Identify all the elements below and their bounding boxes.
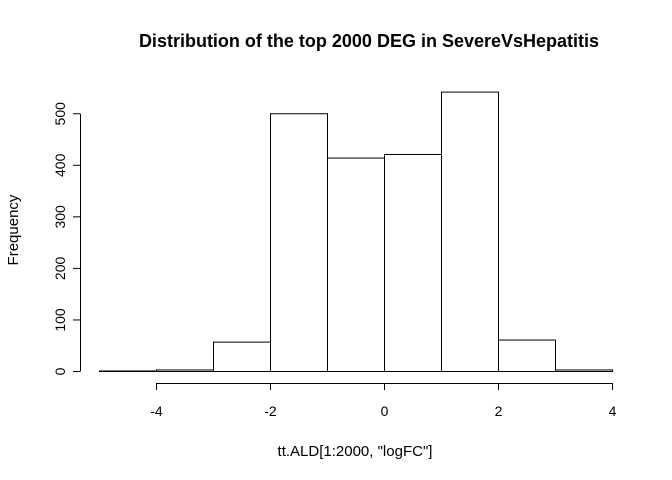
histogram-bar [156, 369, 214, 372]
histogram-bar [213, 341, 271, 372]
histogram-bar [99, 370, 157, 372]
y-tick-label: 200 [52, 257, 68, 281]
histogram-bar [384, 153, 442, 372]
x-axis: -4 -2 0 2 4 [150, 383, 617, 419]
y-tick-label: 300 [52, 205, 68, 229]
histogram-bar [327, 157, 385, 372]
histogram-bar [441, 91, 499, 372]
y-tick-label: 500 [52, 102, 68, 126]
y-tick-label: 0 [52, 367, 68, 375]
x-tick-label: 0 [381, 403, 389, 419]
histogram-bar [498, 339, 556, 373]
histogram-bar [555, 369, 613, 372]
bars-group [99, 91, 613, 373]
y-axis-label: Frequency [5, 194, 22, 265]
x-tick-label: 2 [495, 403, 503, 419]
x-tick-label: -4 [150, 403, 163, 419]
chart-title: Distribution of the top 2000 DEG in Seve… [139, 31, 599, 51]
histogram-bar [270, 113, 328, 372]
y-tick-label: 100 [52, 308, 68, 332]
x-axis-label: tt.ALD[1:2000, "logFC"] [278, 443, 433, 460]
x-tick-label: 4 [609, 403, 617, 419]
y-axis: 0 100 200 300 400 500 [52, 102, 81, 375]
x-tick-label: -2 [264, 403, 277, 419]
y-tick-label: 400 [52, 153, 68, 177]
